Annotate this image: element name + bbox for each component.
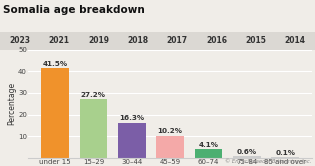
Bar [80, 99, 107, 158]
Text: 2015: 2015 [245, 36, 266, 45]
Text: 2017: 2017 [167, 36, 188, 45]
Bar [118, 123, 146, 158]
Text: 0.6%: 0.6% [237, 149, 257, 155]
Bar [195, 149, 222, 158]
Text: 2014: 2014 [285, 36, 306, 45]
Bar [233, 156, 261, 158]
Text: Somalia age breakdown: Somalia age breakdown [3, 5, 145, 15]
Text: 2021: 2021 [49, 36, 70, 45]
Text: 4.1%: 4.1% [198, 142, 218, 148]
Text: 2018: 2018 [127, 36, 148, 45]
Text: 0.1%: 0.1% [275, 150, 295, 156]
Text: 16.3%: 16.3% [119, 115, 144, 121]
Text: 2019: 2019 [88, 36, 109, 45]
Text: 41.5%: 41.5% [43, 61, 68, 67]
Y-axis label: Percentage: Percentage [8, 82, 17, 125]
Text: © Encyclopaedia Britannica, Inc.: © Encyclopaedia Britannica, Inc. [226, 159, 312, 164]
Bar [41, 68, 69, 158]
Text: 2016: 2016 [206, 36, 227, 45]
Text: 2023: 2023 [9, 36, 30, 45]
Bar [156, 136, 184, 158]
Text: 27.2%: 27.2% [81, 92, 106, 98]
Text: 10.2%: 10.2% [158, 128, 183, 134]
